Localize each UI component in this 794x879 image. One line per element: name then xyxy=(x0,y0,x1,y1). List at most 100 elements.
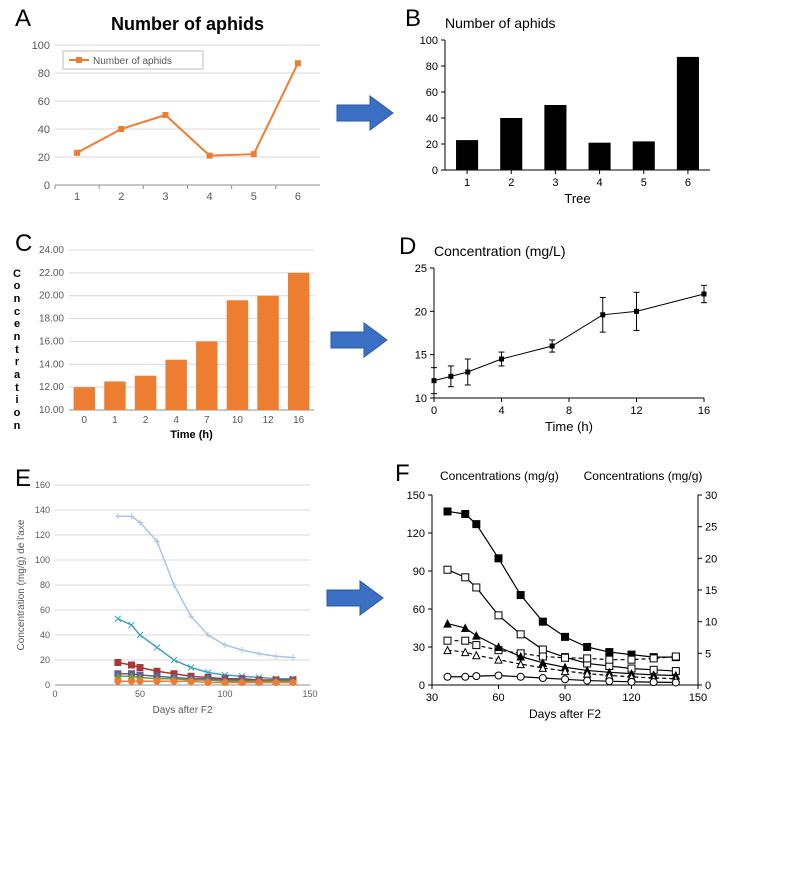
svg-text:Number of aphids: Number of aphids xyxy=(93,56,172,67)
svg-text:25: 25 xyxy=(705,522,717,534)
svg-text:24.00: 24.00 xyxy=(39,245,64,256)
svg-text:120: 120 xyxy=(407,528,425,540)
svg-text:18.00: 18.00 xyxy=(39,314,64,325)
svg-text:40: 40 xyxy=(426,113,438,125)
svg-text:5: 5 xyxy=(251,191,257,203)
panel-c-label: C xyxy=(15,230,32,258)
svg-text:80: 80 xyxy=(40,580,50,590)
svg-text:100: 100 xyxy=(35,555,50,565)
svg-text:20: 20 xyxy=(38,152,50,164)
panel-d-label: D xyxy=(399,233,416,261)
panel-f: F Concentrations (mg/g)Concentrations (m… xyxy=(390,465,740,730)
svg-text:40: 40 xyxy=(38,124,50,136)
svg-text:10: 10 xyxy=(705,617,717,629)
svg-text:60: 60 xyxy=(38,96,50,108)
chart-f: Concentrations (mg/g) Concentrations (mg/… xyxy=(390,465,740,725)
svg-text:Days after F2: Days after F2 xyxy=(529,707,601,721)
svg-text:Time (h): Time (h) xyxy=(545,419,593,434)
chart-b: Number of aphids020406080100123456Tree xyxy=(400,10,720,210)
svg-text:0: 0 xyxy=(705,680,711,692)
panel-a-label: A xyxy=(15,5,31,33)
svg-text:1: 1 xyxy=(74,191,80,203)
svg-text:100: 100 xyxy=(420,35,438,47)
svg-text:16: 16 xyxy=(293,415,305,426)
svg-text:100: 100 xyxy=(217,689,232,699)
svg-text:140: 140 xyxy=(35,505,50,515)
svg-text:0: 0 xyxy=(432,165,438,177)
svg-text:Number of aphids: Number of aphids xyxy=(111,14,264,34)
svg-text:3: 3 xyxy=(162,191,168,203)
panel-c-ylabel: Concentration xyxy=(10,268,24,432)
svg-text:160: 160 xyxy=(35,480,50,490)
svg-text:Time (h): Time (h) xyxy=(170,429,213,441)
svg-text:90: 90 xyxy=(413,566,425,578)
svg-text:Tree: Tree xyxy=(564,191,590,206)
svg-text:80: 80 xyxy=(426,61,438,73)
svg-text:22.00: 22.00 xyxy=(39,268,64,279)
svg-text:120: 120 xyxy=(622,692,640,704)
svg-text:100: 100 xyxy=(32,40,50,52)
svg-text:20: 20 xyxy=(426,139,438,151)
panel-d: D Concentration (mg/L)101520250481216Tim… xyxy=(394,238,714,443)
svg-text:2: 2 xyxy=(118,191,124,203)
svg-text:0: 0 xyxy=(82,415,88,426)
svg-text:Concentration (mg/g) de l'axe: Concentration (mg/g) de l'axe xyxy=(16,519,27,650)
arrow-ab xyxy=(330,93,400,133)
svg-text:16.00: 16.00 xyxy=(39,336,64,347)
chart-a: Number of aphids020406080100123456Number… xyxy=(10,10,330,210)
svg-text:Concentration (mg/L): Concentration (mg/L) xyxy=(434,243,566,259)
svg-text:60: 60 xyxy=(492,692,504,704)
svg-text:10: 10 xyxy=(232,415,244,426)
chart-d: Concentration (mg/L)101520250481216Time … xyxy=(394,238,714,438)
svg-text:0: 0 xyxy=(45,680,50,690)
svg-text:6: 6 xyxy=(295,191,301,203)
svg-text:90: 90 xyxy=(559,692,571,704)
svg-text:4: 4 xyxy=(597,177,603,189)
svg-text:60: 60 xyxy=(40,605,50,615)
svg-text:4: 4 xyxy=(207,191,213,203)
svg-text:3: 3 xyxy=(552,177,558,189)
svg-text:2: 2 xyxy=(143,415,149,426)
chart-e: 020406080100120140160050100150Days after… xyxy=(10,470,320,720)
svg-text:20: 20 xyxy=(415,306,427,318)
svg-text:7: 7 xyxy=(204,415,210,426)
panel-b-label: B xyxy=(405,5,421,33)
svg-text:40: 40 xyxy=(40,630,50,640)
svg-text:60: 60 xyxy=(413,604,425,616)
svg-text:14.00: 14.00 xyxy=(39,359,64,370)
svg-text:16: 16 xyxy=(698,405,710,417)
svg-text:1: 1 xyxy=(112,415,118,426)
svg-text:12: 12 xyxy=(263,415,275,426)
panel-f-label: F xyxy=(395,460,410,488)
svg-text:30: 30 xyxy=(413,642,425,654)
panel-e-label: E xyxy=(15,465,31,493)
svg-text:20: 20 xyxy=(40,655,50,665)
svg-text:80: 80 xyxy=(38,68,50,80)
svg-text:30: 30 xyxy=(705,490,717,502)
svg-text:20: 20 xyxy=(705,553,717,565)
svg-text:1: 1 xyxy=(464,177,470,189)
arrow-ef xyxy=(320,578,390,618)
svg-text:5: 5 xyxy=(705,648,711,660)
svg-text:5: 5 xyxy=(641,177,647,189)
arrow-cd xyxy=(324,320,394,360)
svg-text:50: 50 xyxy=(135,689,145,699)
svg-text:6: 6 xyxy=(685,177,691,189)
svg-text:15: 15 xyxy=(415,349,427,361)
svg-text:120: 120 xyxy=(35,530,50,540)
svg-text:15: 15 xyxy=(705,585,717,597)
svg-text:4: 4 xyxy=(173,415,179,426)
svg-text:0: 0 xyxy=(419,680,425,692)
svg-text:12.00: 12.00 xyxy=(39,382,64,393)
svg-text:8: 8 xyxy=(566,405,572,417)
svg-text:60: 60 xyxy=(426,87,438,99)
chart-c: 10.00 12.00 14.00 16.00 18.00 20.00 22.00 24.00… xyxy=(24,235,324,445)
svg-text:4: 4 xyxy=(498,405,504,417)
svg-text:Number of aphids: Number of aphids xyxy=(445,15,556,31)
svg-text:Days after F2: Days after F2 xyxy=(152,705,212,716)
svg-text:Concentrations (mg/g): Concentrations (mg/g) xyxy=(584,469,703,483)
svg-text:10.00: 10.00 xyxy=(39,405,64,416)
svg-text:Concentrations (mg/g): Concentrations (mg/g) xyxy=(440,469,559,483)
svg-text:150: 150 xyxy=(407,490,425,502)
svg-text:20.00: 20.00 xyxy=(39,291,64,302)
